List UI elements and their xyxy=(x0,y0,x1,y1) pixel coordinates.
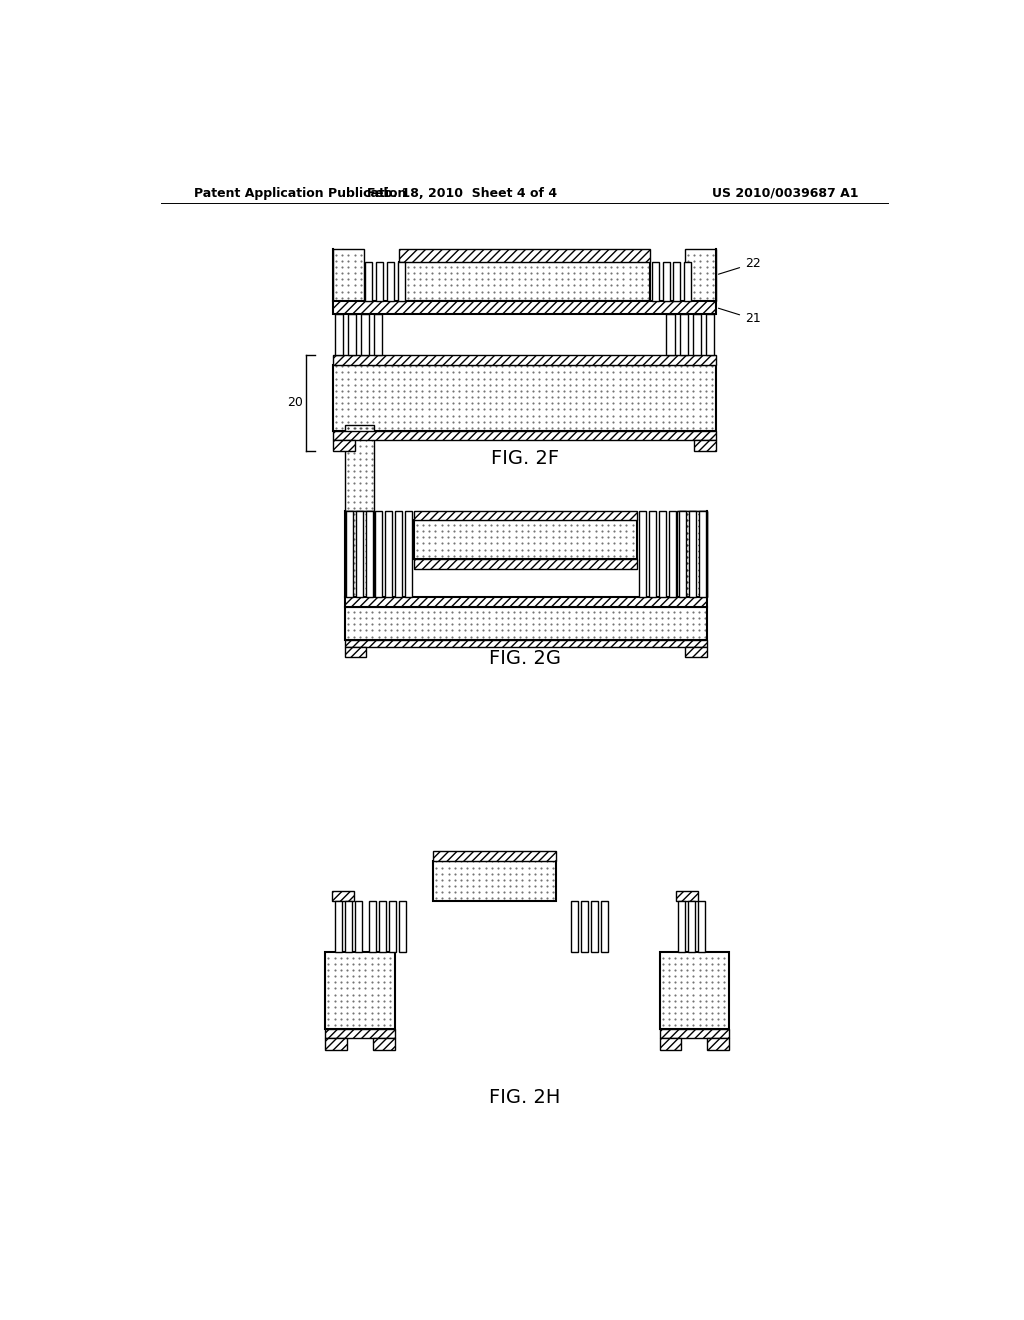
Bar xyxy=(373,1038,394,1051)
Bar xyxy=(674,263,680,301)
Bar xyxy=(354,902,361,952)
Bar xyxy=(601,902,608,952)
Bar xyxy=(658,511,666,598)
Bar xyxy=(345,511,374,598)
Bar xyxy=(376,511,382,598)
Bar xyxy=(389,902,396,952)
Bar xyxy=(387,263,394,301)
Bar xyxy=(652,263,658,301)
Bar xyxy=(346,511,353,598)
Bar xyxy=(679,511,686,598)
Bar xyxy=(348,314,356,355)
Bar xyxy=(398,263,650,301)
Text: 21: 21 xyxy=(719,309,761,326)
Text: FIG. 2G: FIG. 2G xyxy=(488,649,561,668)
Bar xyxy=(659,1038,681,1051)
Bar xyxy=(414,511,637,520)
Bar xyxy=(649,511,655,598)
Text: Feb. 18, 2010  Sheet 4 of 4: Feb. 18, 2010 Sheet 4 of 4 xyxy=(367,186,557,199)
Bar xyxy=(684,263,691,301)
Bar xyxy=(689,511,695,598)
Bar xyxy=(326,1028,394,1038)
Bar xyxy=(659,952,729,1028)
Bar xyxy=(694,441,716,451)
Text: 22: 22 xyxy=(719,257,761,275)
Bar xyxy=(397,263,404,301)
Bar xyxy=(366,263,373,301)
Bar xyxy=(677,511,707,598)
Bar xyxy=(333,364,716,430)
Text: 20: 20 xyxy=(287,396,303,409)
Bar xyxy=(335,314,343,355)
Bar xyxy=(333,441,354,451)
Bar xyxy=(698,511,706,598)
Bar xyxy=(379,902,386,952)
Bar xyxy=(385,511,392,598)
Bar xyxy=(692,314,701,355)
Bar xyxy=(345,647,367,657)
Bar xyxy=(376,263,383,301)
Bar xyxy=(333,355,716,364)
Bar xyxy=(398,249,650,263)
Bar xyxy=(639,511,646,598)
Bar xyxy=(698,902,705,952)
Bar xyxy=(677,511,707,598)
Bar xyxy=(399,902,407,952)
Bar xyxy=(669,511,676,598)
Bar xyxy=(326,1038,347,1051)
Bar xyxy=(667,314,675,355)
Bar xyxy=(433,851,556,861)
Bar xyxy=(659,1028,729,1038)
Bar xyxy=(688,902,695,952)
Bar xyxy=(571,902,578,952)
Bar xyxy=(333,249,364,301)
Bar xyxy=(414,558,637,569)
Bar xyxy=(685,249,716,301)
Text: US 2010/0039687 A1: US 2010/0039687 A1 xyxy=(712,186,858,199)
Bar xyxy=(677,891,698,902)
Text: Patent Application Publication: Patent Application Publication xyxy=(194,186,407,199)
Bar xyxy=(326,952,394,1028)
Bar xyxy=(333,891,354,902)
Bar xyxy=(414,520,637,558)
Bar xyxy=(345,598,707,607)
Bar xyxy=(333,301,716,314)
Bar xyxy=(406,511,413,598)
Bar xyxy=(333,430,716,441)
Bar xyxy=(370,902,376,952)
Bar xyxy=(433,861,556,902)
Bar xyxy=(345,902,351,952)
Bar xyxy=(591,902,598,952)
Bar xyxy=(581,902,588,952)
Bar xyxy=(685,647,707,657)
Bar xyxy=(356,511,364,598)
Bar xyxy=(663,263,670,301)
Bar xyxy=(335,902,342,952)
Bar xyxy=(360,314,370,355)
Bar xyxy=(345,425,374,511)
Bar xyxy=(374,314,382,355)
Bar xyxy=(345,607,707,640)
Bar xyxy=(708,1038,729,1051)
Bar xyxy=(395,511,402,598)
Bar xyxy=(680,314,688,355)
Bar xyxy=(345,640,707,647)
Bar xyxy=(678,902,685,952)
Bar xyxy=(367,511,373,598)
Text: FIG. 2H: FIG. 2H xyxy=(489,1088,560,1107)
Bar xyxy=(706,314,714,355)
Text: FIG. 2F: FIG. 2F xyxy=(490,449,559,469)
